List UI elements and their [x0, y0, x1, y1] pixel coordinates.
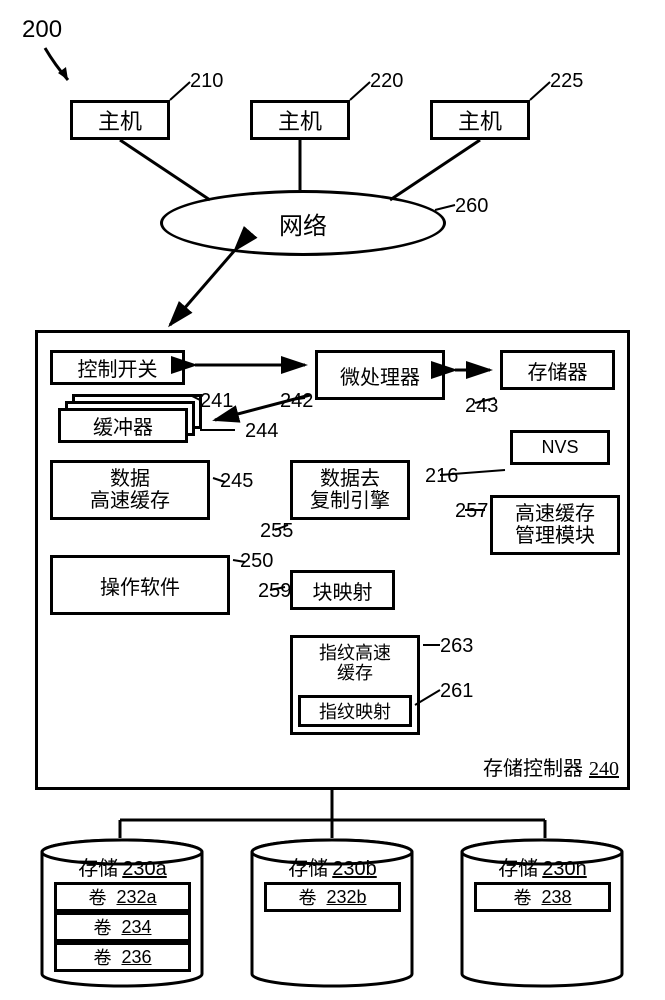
- vol-ref: 232b: [326, 887, 366, 908]
- control-switch-ref: 241: [200, 390, 233, 413]
- dedup-engine: 数据去 复制引擎: [290, 460, 410, 520]
- host-3-ref: 225: [550, 70, 583, 93]
- controller-ref: 240: [589, 758, 619, 780]
- microprocessor: 微处理器: [315, 350, 445, 400]
- storage-3-ref: 230n: [542, 858, 587, 880]
- cache-mgr-ref: 257: [455, 500, 488, 523]
- storage-1-vol-1: 卷 232a: [54, 882, 191, 912]
- buffer: 缓冲器: [58, 408, 188, 443]
- storage-1: 存储230a 卷232a 卷234 卷236: [40, 838, 205, 988]
- data-cache-ref: 245: [220, 470, 253, 493]
- block-map: 块映射: [290, 570, 395, 610]
- storage-3-title-text: 存储: [498, 858, 538, 880]
- host-1: 主机: [70, 100, 170, 140]
- storage-3-title: 存储230n: [460, 852, 625, 881]
- storage-2-title: 存储230b: [250, 852, 415, 881]
- controller-title-text: 存储控制器: [483, 758, 583, 780]
- storage-2: 存储230b 卷 232b: [250, 838, 415, 988]
- controller-title: 存储控制器 240: [483, 752, 619, 781]
- vol-ref: 232a: [116, 887, 156, 908]
- host-2: 主机: [250, 100, 350, 140]
- buffer-ref: 244: [245, 420, 278, 443]
- host-1-ref: 210: [190, 70, 223, 93]
- vol-ref: 234: [121, 917, 151, 938]
- vol-label: 卷: [93, 944, 111, 970]
- dedup-engine-ref: 255: [260, 520, 293, 543]
- cache-mgr: 高速缓存 管理模块: [490, 495, 620, 555]
- vol-label: 卷: [93, 914, 111, 940]
- storage-3-vol-1: 卷 238: [474, 882, 611, 912]
- memory: 存储器: [500, 350, 615, 390]
- control-switch: 控制开关: [50, 350, 185, 385]
- storage-2-title-text: 存储: [288, 858, 328, 880]
- vol-label: 卷: [513, 884, 531, 910]
- storage-1-title: 存储230a: [40, 852, 205, 881]
- storage-1-vol-3: 卷 236: [54, 942, 191, 972]
- storage-3: 存储230n 卷 238: [460, 838, 625, 988]
- fp-map-ref: 261: [440, 680, 473, 703]
- storage-2-vol-1: 卷 232b: [264, 882, 401, 912]
- microprocessor-ref: 242: [280, 390, 313, 413]
- host-3: 主机: [430, 100, 530, 140]
- host-2-ref: 220: [370, 70, 403, 93]
- vol-label: 卷: [88, 884, 106, 910]
- nvs-ref: 216: [425, 465, 458, 488]
- memory-ref: 243: [465, 395, 498, 418]
- vol-label: 卷: [298, 884, 316, 910]
- vol-ref: 238: [541, 887, 571, 908]
- storage-1-ref: 230a: [122, 858, 167, 880]
- fp-cache-ref: 263: [440, 635, 473, 658]
- storage-1-vol-2: 卷 234: [54, 912, 191, 942]
- op-software-ref: 250: [240, 550, 273, 573]
- network-ref: 260: [455, 195, 488, 218]
- storage-2-ref: 230b: [332, 858, 377, 880]
- op-software: 操作软件: [50, 555, 230, 615]
- storage-1-title-text: 存储: [78, 858, 118, 880]
- nvs: NVS: [510, 430, 610, 465]
- network: 网络: [160, 190, 446, 256]
- vol-ref: 236: [121, 947, 151, 968]
- fp-map: 指纹映射: [298, 695, 412, 727]
- data-cache: 数据 高速缓存: [50, 460, 210, 520]
- block-map-ref: 259: [258, 580, 291, 603]
- figure-ref: 200: [22, 16, 62, 44]
